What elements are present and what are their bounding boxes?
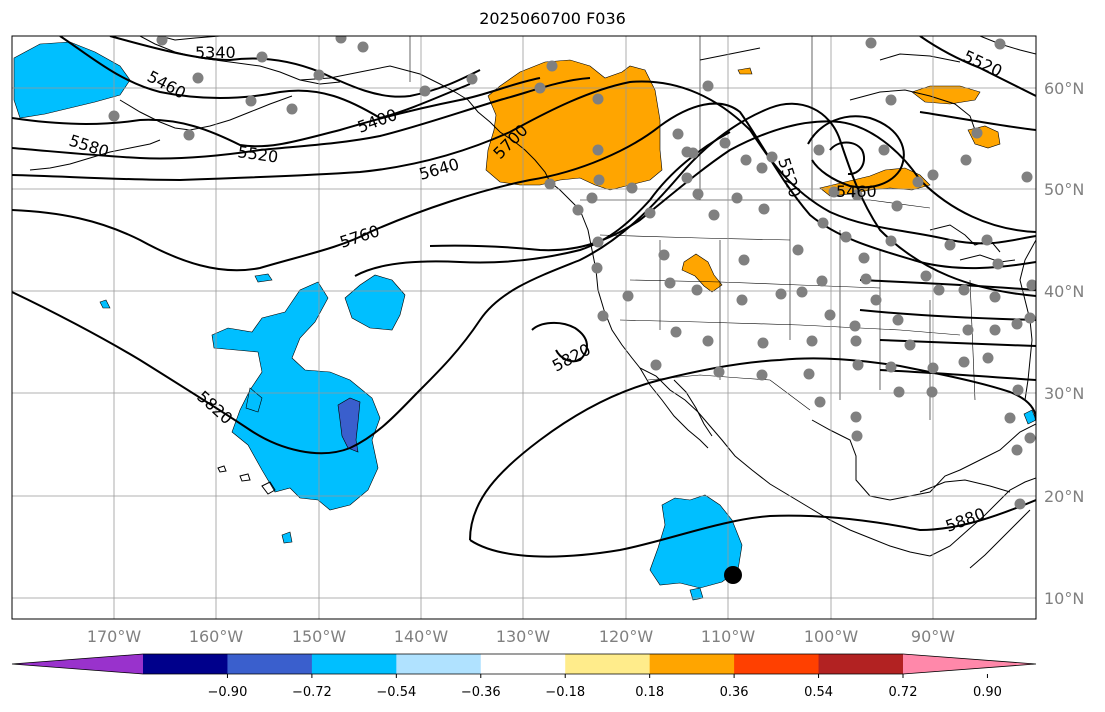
political-boundaries [409, 36, 976, 420]
colorbar-tick-label: −0.90 [208, 685, 248, 700]
map-frame [11, 35, 1037, 620]
latitude-labels: 60°N 50°N 40°N 30°N 20°N 10°N [1044, 79, 1084, 608]
lon-label: 170°W [87, 627, 142, 646]
colorbar-tick-label: 0.90 [973, 685, 1002, 700]
colorbar-outline [11, 653, 1037, 675]
strong-negative-anomaly-region [337, 397, 361, 453]
colorbar-tick-label: 0.36 [720, 685, 749, 700]
lon-label: 100°W [804, 627, 859, 646]
map-title: 2025060700 F036 [479, 9, 626, 28]
negative-anomaly-region [245, 387, 263, 413]
colorbar-segment [311, 654, 397, 674]
height-contours [12, 36, 1036, 558]
lat-label: 60°N [1044, 79, 1084, 98]
colorbar-segment [227, 654, 313, 674]
colorbar-tick-labels: −0.90 −0.72 −0.54 −0.36 −0.18 0.18 0.36 0.54 0.7… [208, 674, 1002, 700]
positive-anomaly-region [485, 59, 663, 191]
colorbar-segment [396, 654, 482, 674]
colorbar-segment [818, 654, 904, 674]
contour-label: 5460 [836, 182, 877, 201]
lat-label: 50°N [1044, 180, 1084, 199]
grid-lines [12, 36, 1036, 619]
lat-label: 10°N [1044, 589, 1084, 608]
lat-label: 40°N [1044, 282, 1084, 301]
colorbar-segment [565, 654, 651, 674]
negative-anomaly-region [211, 281, 381, 511]
lon-label: 120°W [599, 627, 654, 646]
colorbar-tick-label: −0.54 [376, 685, 416, 700]
colorbar-segment [480, 654, 566, 674]
lon-label: 130°W [496, 627, 551, 646]
storm-marker [724, 566, 742, 584]
longitude-labels: 170°W 160°W 150°W 140°W 130°W 120°W 110°… [87, 627, 955, 646]
positive-anomaly-region [911, 85, 981, 105]
colorbar [11, 653, 1037, 675]
lon-label: 160°W [189, 627, 244, 646]
negative-anomaly-region [344, 274, 406, 331]
colorbar-tick-label: 0.72 [889, 685, 918, 700]
lat-label: 20°N [1044, 487, 1084, 506]
lon-label: 140°W [394, 627, 449, 646]
anomaly-fills [13, 41, 1036, 601]
colorbar-segment [143, 654, 228, 674]
colorbar-segment [734, 654, 820, 674]
lat-label: 30°N [1044, 384, 1084, 403]
contour-label: 5340 [195, 43, 236, 62]
lon-label: 150°W [292, 627, 347, 646]
colorbar-tick-label: 0.54 [804, 685, 833, 700]
colorbar-extension-min [12, 654, 143, 674]
lon-label: 90°W [911, 627, 955, 646]
colorbar-tick-label: −0.72 [292, 685, 332, 700]
colorbar-tick-label: 0.18 [635, 685, 664, 700]
colorbar-tick-label: −0.18 [545, 685, 585, 700]
colorbar-extension-max [903, 654, 1036, 674]
colorbar-segment [649, 654, 735, 674]
positive-anomaly-region [681, 253, 723, 293]
station-markers [108, 36, 1036, 510]
colorbar-tick-label: −0.36 [461, 685, 501, 700]
lon-label: 110°W [701, 627, 756, 646]
